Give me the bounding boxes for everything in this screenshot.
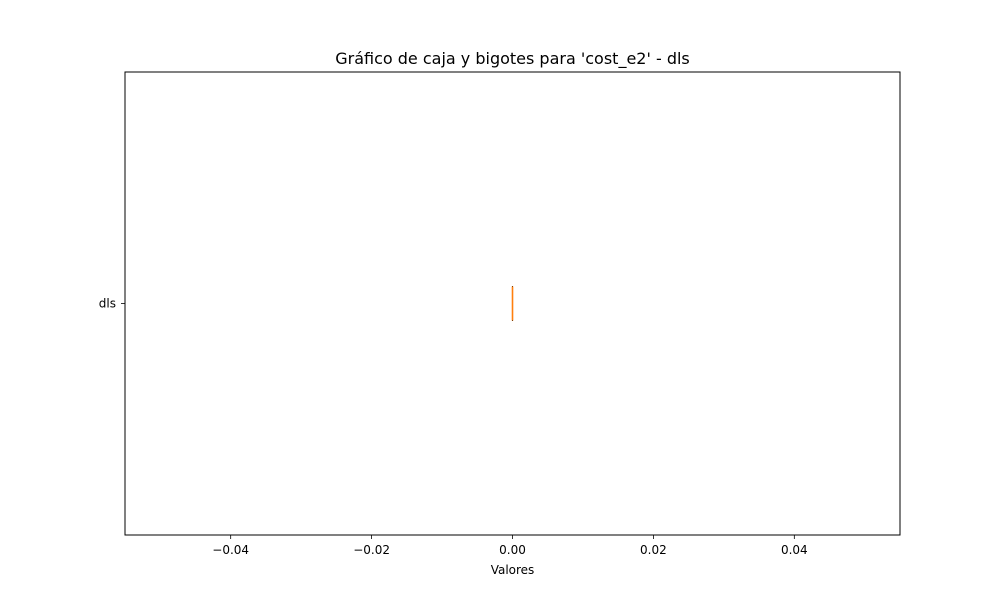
x-tick-label: 0.04 [781, 543, 808, 557]
x-tick-label: −0.04 [212, 543, 249, 557]
y-axis: dls [99, 297, 125, 311]
chart-title: Gráfico de caja y bigotes para 'cost_e2'… [335, 49, 690, 69]
x-tick-label: 0.00 [499, 543, 526, 557]
x-tick-label: −0.02 [353, 543, 390, 557]
x-axis-label: Valores [491, 563, 535, 577]
x-tick-label: 0.02 [640, 543, 667, 557]
x-axis: −0.04 −0.02 0.00 0.02 0.04 [212, 535, 808, 557]
y-tick-label: dls [99, 297, 116, 311]
